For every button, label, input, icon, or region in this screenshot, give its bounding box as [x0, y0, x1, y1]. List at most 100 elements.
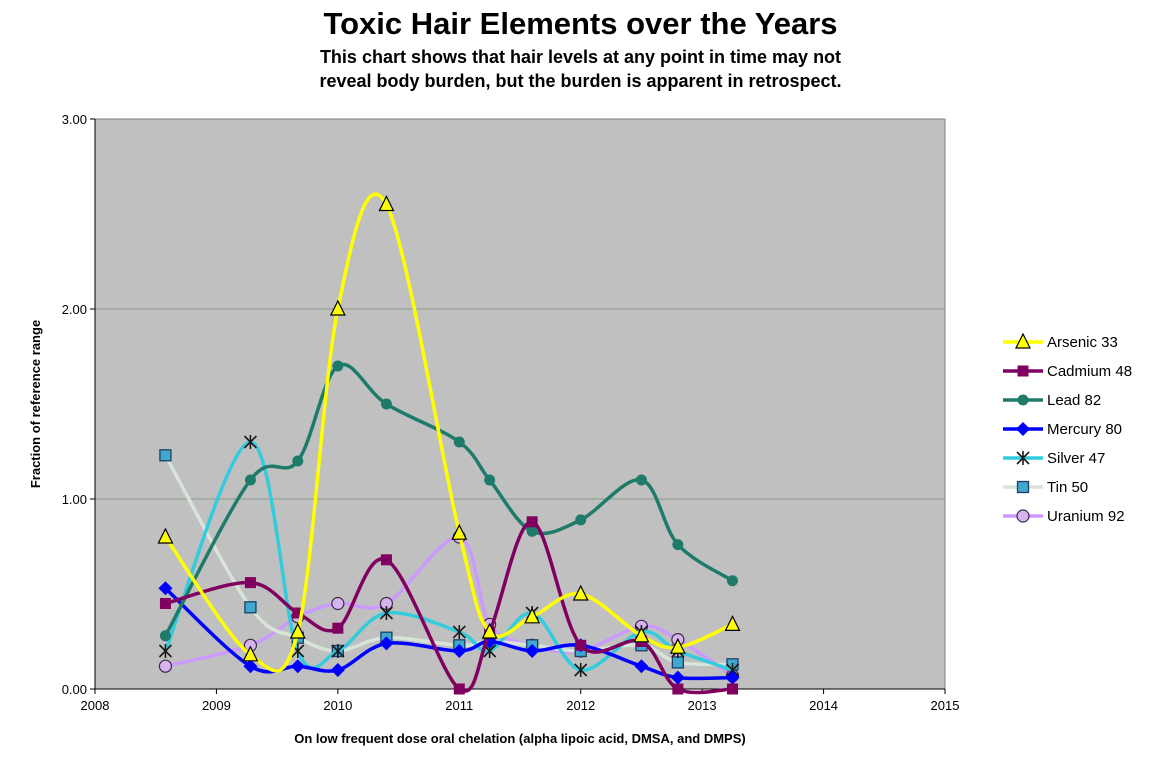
data-point-arsenic-1: [242, 645, 259, 662]
y-tick-label-1: 1.00: [62, 492, 87, 507]
series-arsenic: [157, 192, 741, 673]
data-point-lead-8: [575, 514, 587, 526]
legend-marker: [1017, 394, 1029, 406]
data-point-lead-5: [453, 436, 465, 448]
data-point-mercury-0: [158, 581, 173, 596]
legend-item-arsenic[interactable]: Arsenic 33: [1003, 332, 1118, 351]
x-tick-label-7: 2015: [931, 698, 960, 713]
data-point-cadmium-3: [332, 622, 344, 634]
data-point-arsenic-8: [572, 584, 589, 601]
data-point-mercury-11: [725, 670, 740, 685]
chart-subtitle-line-2: reveal body burden, but the burden is ap…: [319, 71, 842, 91]
data-point-arsenic-7: [524, 607, 541, 624]
data-point-mercury-1: [243, 659, 258, 674]
data-point-mercury-4: [379, 636, 394, 651]
data-point-mercury-9: [634, 659, 649, 674]
series-line-silver: [163, 440, 735, 672]
data-point-cadmium-0: [159, 598, 171, 609]
data-point-lead-11: [727, 575, 738, 587]
legend-label: Lead 82: [1047, 392, 1101, 409]
x-tick-label-6: 2014: [809, 698, 838, 713]
data-point-silver-1: [243, 435, 257, 449]
data-point-lead-4: [380, 398, 392, 410]
data-point-silver-4: [379, 606, 393, 620]
legend-marker: [1016, 509, 1030, 523]
series-line-arsenic: [163, 192, 735, 673]
data-point-mercury-10: [670, 670, 685, 685]
legend-marker: [1016, 480, 1030, 494]
data-point-lead-6: [484, 474, 496, 486]
data-point-arsenic-0: [157, 527, 174, 544]
data-point-cadmium-4: [380, 554, 392, 566]
data-point-silver-8: [574, 663, 588, 677]
legend-marker: [1016, 422, 1030, 436]
x-tick-label-0: 2008: [81, 698, 110, 713]
x-tick-label-4: 2012: [566, 698, 595, 713]
legend-item-silver[interactable]: Silver 47: [1003, 450, 1105, 467]
x-tick-label-2: 2010: [323, 698, 352, 713]
data-point-silver-0: [158, 644, 172, 658]
data-point-mercury-7: [525, 644, 540, 658]
y-tick-label-3: 3.00: [62, 112, 87, 127]
data-point-arsenic-3: [329, 299, 346, 316]
series-group: [157, 192, 741, 695]
legend-item-cadmium[interactable]: Cadmium 48: [1003, 363, 1132, 380]
legend-item-mercury[interactable]: Mercury 80: [1003, 421, 1122, 438]
y-tick-label-0: 0.00: [62, 682, 87, 697]
data-point-lead-7: [526, 525, 538, 537]
data-point-arsenic-11: [724, 615, 741, 632]
data-point-uranium-0: [158, 659, 173, 673]
chart-subtitle-line-1: This chart shows that hair levels at any…: [319, 47, 842, 67]
data-point-tin-1: [244, 601, 257, 614]
legend-label: Arsenic 33: [1047, 334, 1118, 351]
data-point-silver-3: [331, 644, 345, 658]
data-point-lead-1: [244, 474, 256, 486]
data-point-cadmium-2: [292, 607, 304, 619]
x-axis-title: On low frequent dose oral chelation (alp…: [294, 731, 745, 746]
y-tick-label-2: 2.00: [62, 302, 87, 317]
data-point-cadmium-5: [453, 683, 465, 695]
axes: 0.00 1.00 2.00 3.00 2008 2009 2010 2011 2012 2013…: [62, 112, 960, 713]
legend-item-lead[interactable]: Lead 82: [1003, 392, 1101, 409]
data-point-mercury-5: [452, 644, 467, 658]
legend-label: Uranium 92: [1047, 508, 1125, 525]
data-point-cadmium-10: [672, 683, 684, 695]
data-point-cadmium-1: [244, 577, 256, 589]
data-point-lead-9: [635, 474, 647, 486]
data-point-arsenic-2: [289, 622, 306, 639]
data-point-cadmium-7: [526, 516, 538, 528]
data-point-cadmium-8: [575, 639, 587, 651]
legend-label: Mercury 80: [1047, 421, 1122, 438]
data-point-lead-2: [292, 455, 304, 467]
legend-marker: [1015, 332, 1031, 349]
legend-marker: [1016, 451, 1030, 465]
data-point-arsenic-6: [481, 622, 498, 639]
legend-item-uranium[interactable]: Uranium 92: [1003, 508, 1125, 525]
data-point-silver-5: [452, 625, 466, 639]
legend-label: Tin 50: [1047, 479, 1088, 496]
legend-label: Cadmium 48: [1047, 363, 1132, 380]
legend-item-tin[interactable]: Tin 50: [1003, 479, 1088, 496]
chart-title: Toxic Hair Elements over the Years: [323, 6, 838, 41]
data-point-uranium-3: [331, 596, 345, 611]
legend-marker: [1017, 365, 1029, 377]
data-point-arsenic-4: [378, 195, 395, 212]
plot-area: [94, 118, 946, 690]
data-point-lead-0: [159, 630, 171, 642]
x-tick-label-5: 2013: [688, 698, 717, 713]
data-point-arsenic-5: [451, 523, 468, 540]
series-lead: [159, 360, 738, 642]
x-tick-label-3: 2011: [445, 698, 473, 713]
legend[interactable]: Arsenic 33 Cadmium 48 Lead 82 Mercury 80 Sil…: [1003, 332, 1132, 525]
data-point-arsenic-10: [669, 637, 686, 654]
data-point-tin-10: [671, 656, 685, 669]
x-tick-label-1: 2009: [202, 698, 231, 713]
data-point-lead-10: [672, 539, 684, 551]
legend-label: Silver 47: [1047, 450, 1105, 467]
data-point-mercury-3: [330, 663, 345, 677]
data-point-lead-3: [332, 360, 344, 372]
y-axis-title: Fraction of reference range: [28, 320, 43, 488]
data-point-mercury-2: [290, 659, 305, 674]
data-point-cadmium-11: [727, 683, 738, 695]
